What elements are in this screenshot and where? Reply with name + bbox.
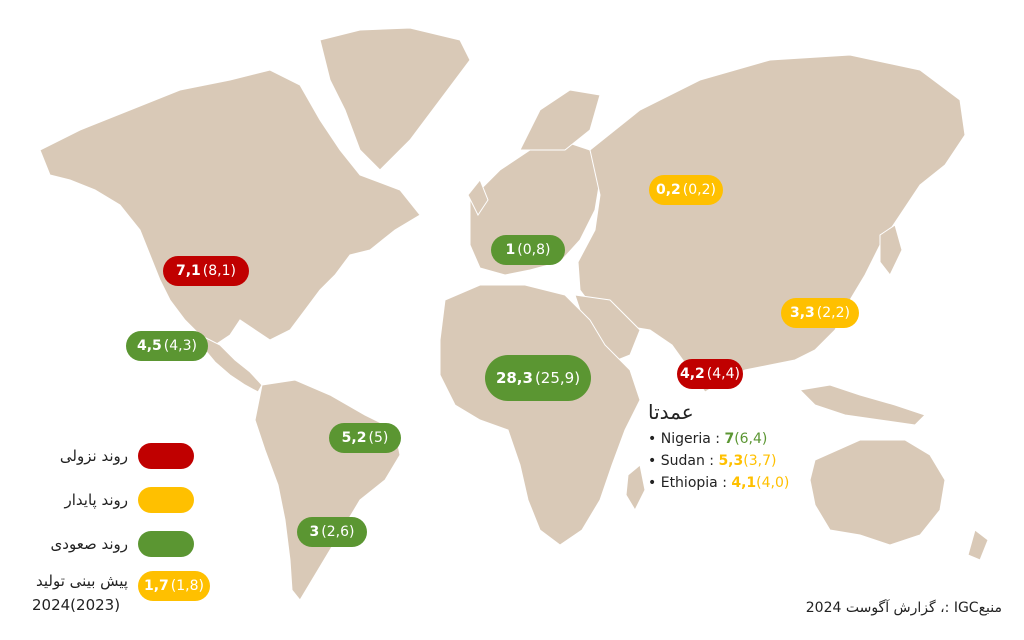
legend-label-stable: روند پایدار <box>64 491 128 509</box>
bubble-mexico: 4,5 (4,3) <box>126 331 208 361</box>
source-text: منبعIGC :، گزارش آگوست 2024 <box>805 600 1002 616</box>
legend-label-forecast: پیش بینی تولید <box>36 572 128 590</box>
bubble-prev: (25,9) <box>534 369 581 387</box>
note-prev: (6,4) <box>734 431 768 447</box>
note-item-ethiopia: • Ethiopia : 4,1(4,0) <box>648 475 790 491</box>
note-prev: (4,0) <box>756 475 790 491</box>
bubble-prev: (4,4) <box>706 366 740 382</box>
uk-shape <box>467 179 489 216</box>
bubble-india: 4,2 (4,4) <box>677 359 743 389</box>
bubble-europe: 1 (0,8) <box>491 235 565 265</box>
bubble-prev: (2,6) <box>321 524 355 540</box>
africa-shape <box>439 284 641 546</box>
bubble-china: 3,3 (2,2) <box>781 298 859 328</box>
legend-swatch-declining <box>138 443 194 469</box>
note-value: 7 <box>724 431 735 447</box>
note-country: Ethiopia : <box>660 475 727 491</box>
central-america-shape <box>199 334 263 393</box>
bubble-value: 4,5 <box>136 338 162 354</box>
note-country: Sudan : <box>660 453 714 469</box>
legend-sample-value: 1,7 <box>143 578 169 594</box>
japan-shape <box>879 224 903 276</box>
legend-sample-pill: 1,7 (1,8) <box>138 571 210 601</box>
indonesia-shape <box>798 384 926 426</box>
south-america-shape <box>254 379 401 601</box>
note-country: Nigeria : <box>660 431 720 447</box>
bubble-value: 1 <box>505 242 516 258</box>
bubble-prev: (0,8) <box>517 242 551 258</box>
bubble-value: 0,2 <box>655 182 681 198</box>
note-value: 4,1 <box>731 475 757 491</box>
scandinavia-shape <box>519 89 601 151</box>
asia-shape <box>577 54 966 393</box>
note-item-sudan: • Sudan : 5,3(3,7) <box>648 453 777 469</box>
madagascar-shape <box>625 464 646 512</box>
bubble-prev: (4,3) <box>163 338 197 354</box>
bubble-prev: (5) <box>368 430 389 446</box>
bubble-value: 28,3 <box>495 369 533 387</box>
bubble-prev: (8,1) <box>202 263 236 279</box>
bubble-russia: 0,2 (0,2) <box>649 175 723 205</box>
bubble-africa: 28,3 (25,9) <box>485 355 591 401</box>
note-prev: (3,7) <box>743 453 777 469</box>
legend-swatch-stable <box>138 487 194 513</box>
bubble-prev: (2,2) <box>816 305 850 321</box>
legend-sample-prev: (1,8) <box>170 578 204 594</box>
bubble-value: 4,2 <box>679 366 705 382</box>
bubble-value: 3,3 <box>789 305 815 321</box>
legend-label-rising: روند صعودی <box>50 535 128 553</box>
greenland-shape <box>319 27 471 171</box>
note-value: 5,3 <box>718 453 744 469</box>
north-america-shape <box>39 69 421 346</box>
legend-swatch-rising <box>138 531 194 557</box>
note-title: عمدتا <box>648 400 694 424</box>
bubble-value: 7,1 <box>175 263 201 279</box>
bubble-usa: 7,1 (8,1) <box>163 256 249 286</box>
bubble-brazil: 5,2 (5) <box>329 423 401 453</box>
note-list: • Nigeria : 7(6,4) • Sudan : 5,3(3,7) • … <box>648 428 789 494</box>
new-zealand-shape <box>967 529 989 561</box>
legend-label-years: 2024(2023) <box>32 596 121 614</box>
bubble-value: 3 <box>309 524 320 540</box>
bubble-argentina: 3 (2,6) <box>297 517 367 547</box>
bubble-prev: (0,2) <box>682 182 716 198</box>
note-item-nigeria: • Nigeria : 7(6,4) <box>648 431 768 447</box>
australia-shape <box>809 439 946 546</box>
legend-label-declining: روند نزولی <box>59 447 128 465</box>
bubble-value: 5,2 <box>341 430 367 446</box>
